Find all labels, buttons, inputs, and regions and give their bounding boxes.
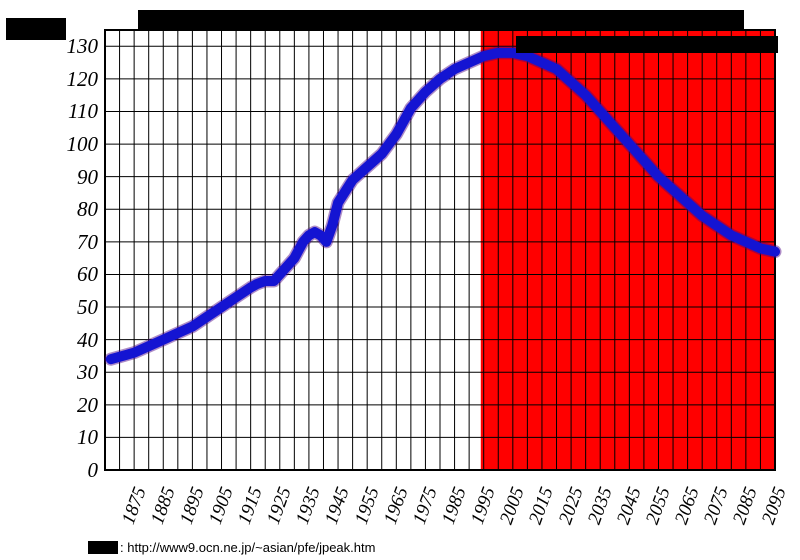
population-chart	[0, 0, 800, 560]
y-tick-label: 0	[38, 458, 98, 483]
y-tick-label: 50	[38, 295, 98, 320]
y-tick-label: 110	[38, 99, 98, 124]
y-tick-label: 20	[38, 393, 98, 418]
y-tick-label: 130	[38, 34, 98, 59]
y-tick-label: 120	[38, 67, 98, 92]
y-tick-label: 30	[38, 360, 98, 385]
y-tick-label: 40	[38, 328, 98, 353]
y-tick-label: 10	[38, 425, 98, 450]
y-tick-label: 70	[38, 230, 98, 255]
y-tick-label: 80	[38, 197, 98, 222]
source-text: : http://www9.ocn.ne.jp/~asian/pfe/jpeak…	[120, 540, 375, 555]
y-tick-label: 60	[38, 262, 98, 287]
legend-placeholder	[516, 36, 778, 53]
y-tick-label: 100	[38, 132, 98, 157]
source-label-box	[88, 541, 118, 554]
y-tick-label: 90	[38, 165, 98, 190]
title-placeholder	[138, 10, 744, 29]
